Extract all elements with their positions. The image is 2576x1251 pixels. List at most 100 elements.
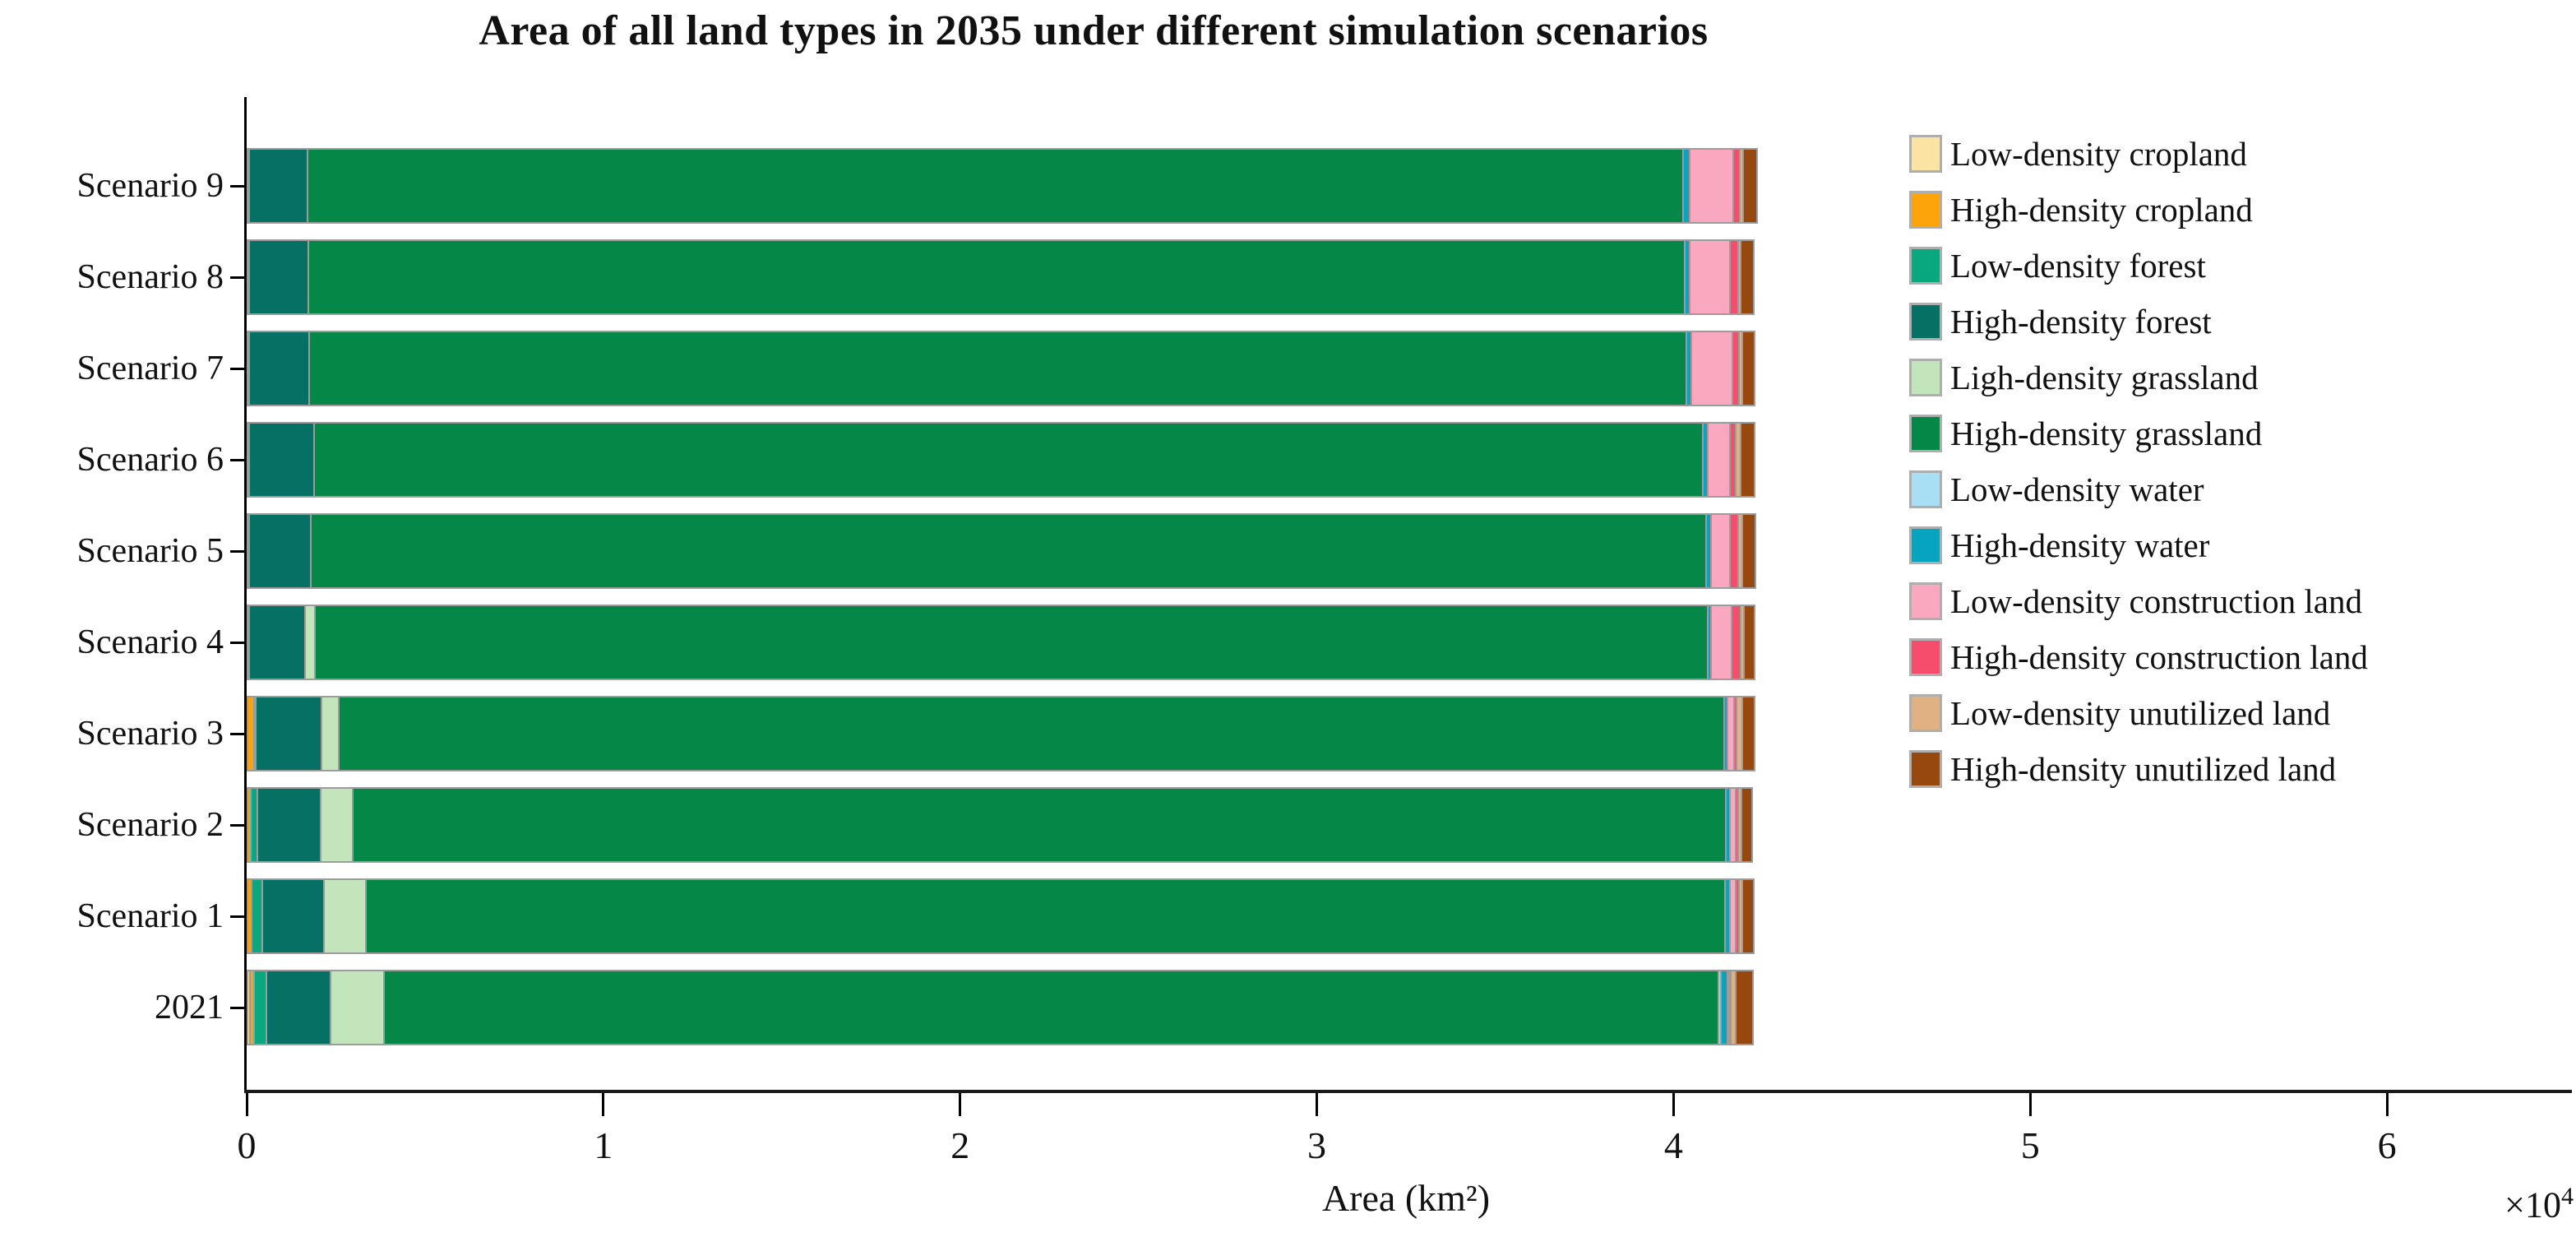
x-axis-title: Area (km²) bbox=[1321, 1177, 1491, 1219]
bar-segment bbox=[1741, 241, 1754, 313]
y-tick-label: Scenario 6 bbox=[76, 441, 224, 479]
bar-segment bbox=[367, 880, 1727, 952]
bar-segment bbox=[1722, 971, 1729, 1044]
bar-segment bbox=[1712, 606, 1733, 679]
bar-segment bbox=[248, 971, 251, 1044]
bar-segment bbox=[1727, 697, 1735, 770]
x-tick-label: 1 bbox=[594, 1124, 613, 1166]
bar-row bbox=[247, 787, 1754, 863]
bar-segment bbox=[1731, 789, 1737, 861]
bar-segment bbox=[316, 606, 1709, 679]
bar-segment bbox=[1708, 424, 1731, 496]
bar-segment bbox=[1742, 789, 1752, 861]
bar-segment bbox=[331, 971, 385, 1044]
bar-segment bbox=[322, 697, 340, 770]
bar-segment bbox=[1737, 424, 1741, 496]
x-tick-label: 5 bbox=[2020, 1124, 2040, 1166]
y-tick bbox=[230, 550, 245, 553]
bar-segment bbox=[1686, 241, 1691, 313]
bar-segment bbox=[250, 424, 316, 496]
bar-segment bbox=[250, 606, 307, 679]
x-tick-label: 4 bbox=[1663, 1124, 1683, 1166]
y-tick bbox=[230, 824, 245, 827]
bar-segment bbox=[1724, 697, 1728, 770]
y-tick-label: Scenario 5 bbox=[76, 532, 224, 570]
bar-segment bbox=[1742, 880, 1753, 952]
bar-segment bbox=[1730, 424, 1737, 496]
bar-segment bbox=[1742, 697, 1755, 770]
bar-row bbox=[247, 513, 1756, 589]
bar-segment bbox=[321, 789, 354, 861]
y-tick-label: Scenario 1 bbox=[76, 897, 224, 935]
bar-segment bbox=[255, 971, 267, 1044]
bar-segment bbox=[248, 515, 251, 587]
legend-swatch bbox=[1909, 415, 1942, 452]
bar-segment bbox=[309, 332, 1687, 405]
y-tick-label: Scenario 2 bbox=[76, 806, 224, 844]
y-tick bbox=[230, 185, 245, 188]
legend-swatch bbox=[1909, 582, 1942, 620]
bar-segment bbox=[1718, 971, 1723, 1044]
bar-segment bbox=[248, 880, 253, 952]
y-axis-line bbox=[244, 97, 247, 1093]
legend-label: High-density water bbox=[1950, 526, 2210, 564]
legend-item: Ligh-density grassland bbox=[1909, 359, 2368, 396]
bar-segment bbox=[256, 697, 323, 770]
bar-segment bbox=[306, 606, 317, 679]
legend-item: High-density cropland bbox=[1909, 191, 2368, 229]
legend-swatch bbox=[1909, 694, 1942, 732]
legend-swatch bbox=[1909, 750, 1942, 788]
legend-item: Low-density unutilized land bbox=[1909, 694, 2368, 732]
bar-segment bbox=[1738, 515, 1743, 587]
legend-label: Low-density unutilized land bbox=[1950, 694, 2331, 732]
bar-segment bbox=[250, 150, 309, 222]
bar-segment bbox=[384, 971, 1719, 1044]
y-tick-label: Scenario 4 bbox=[76, 623, 224, 661]
legend-swatch bbox=[1909, 638, 1942, 676]
bar-segment bbox=[1742, 515, 1755, 587]
bar-segment bbox=[1744, 150, 1757, 222]
bar-segment bbox=[1711, 515, 1732, 587]
bar-segment bbox=[250, 971, 256, 1044]
legend-label: Low-density forest bbox=[1950, 247, 2206, 285]
legend-label: High-density construction land bbox=[1950, 638, 2368, 676]
bar-segment bbox=[248, 332, 251, 405]
bar-segment bbox=[1733, 150, 1741, 222]
bar-segment bbox=[254, 697, 257, 770]
legend-label: Low-density water bbox=[1950, 470, 2204, 508]
bar-segment bbox=[248, 697, 255, 770]
bar-segment bbox=[248, 241, 251, 313]
legend-label: Low-density construction land bbox=[1950, 582, 2363, 620]
bar-segment bbox=[1732, 971, 1737, 1044]
x-tick bbox=[2028, 1093, 2032, 1116]
bar-segment bbox=[1731, 880, 1737, 952]
x-tick bbox=[2385, 1093, 2389, 1116]
legend-item: Low-density water bbox=[1909, 470, 2368, 508]
x-axis-line bbox=[244, 1090, 2572, 1093]
legend-label: High-density unutilized land bbox=[1950, 750, 2337, 788]
x-tick-label: 2 bbox=[950, 1124, 970, 1166]
y-tick bbox=[230, 642, 245, 644]
bar-segment bbox=[1741, 150, 1745, 222]
bar-segment bbox=[248, 606, 250, 679]
bar-segment bbox=[248, 424, 251, 496]
legend-swatch bbox=[1909, 470, 1942, 508]
x-tick bbox=[959, 1093, 962, 1116]
y-tick bbox=[230, 1007, 245, 1009]
legend-label: Low-density cropland bbox=[1950, 135, 2247, 173]
y-tick-label: Scenario 8 bbox=[76, 258, 224, 296]
bar-segment bbox=[1742, 332, 1754, 405]
bar-segment bbox=[353, 789, 1727, 861]
x-tick-label: 3 bbox=[1307, 1124, 1327, 1166]
legend-swatch bbox=[1909, 247, 1942, 285]
x-tick bbox=[1316, 1093, 1319, 1116]
bar-segment bbox=[308, 150, 1685, 222]
bar-segment bbox=[1686, 332, 1692, 405]
bar-segment bbox=[1738, 241, 1742, 313]
bar-row bbox=[247, 696, 1756, 771]
legend-item: High-density grassland bbox=[1909, 415, 2368, 452]
bar-segment bbox=[1707, 515, 1712, 587]
legend: Low-density cropland High-density croplan… bbox=[1909, 135, 2368, 788]
bar-segment bbox=[1732, 332, 1740, 405]
legend-swatch bbox=[1909, 303, 1942, 341]
